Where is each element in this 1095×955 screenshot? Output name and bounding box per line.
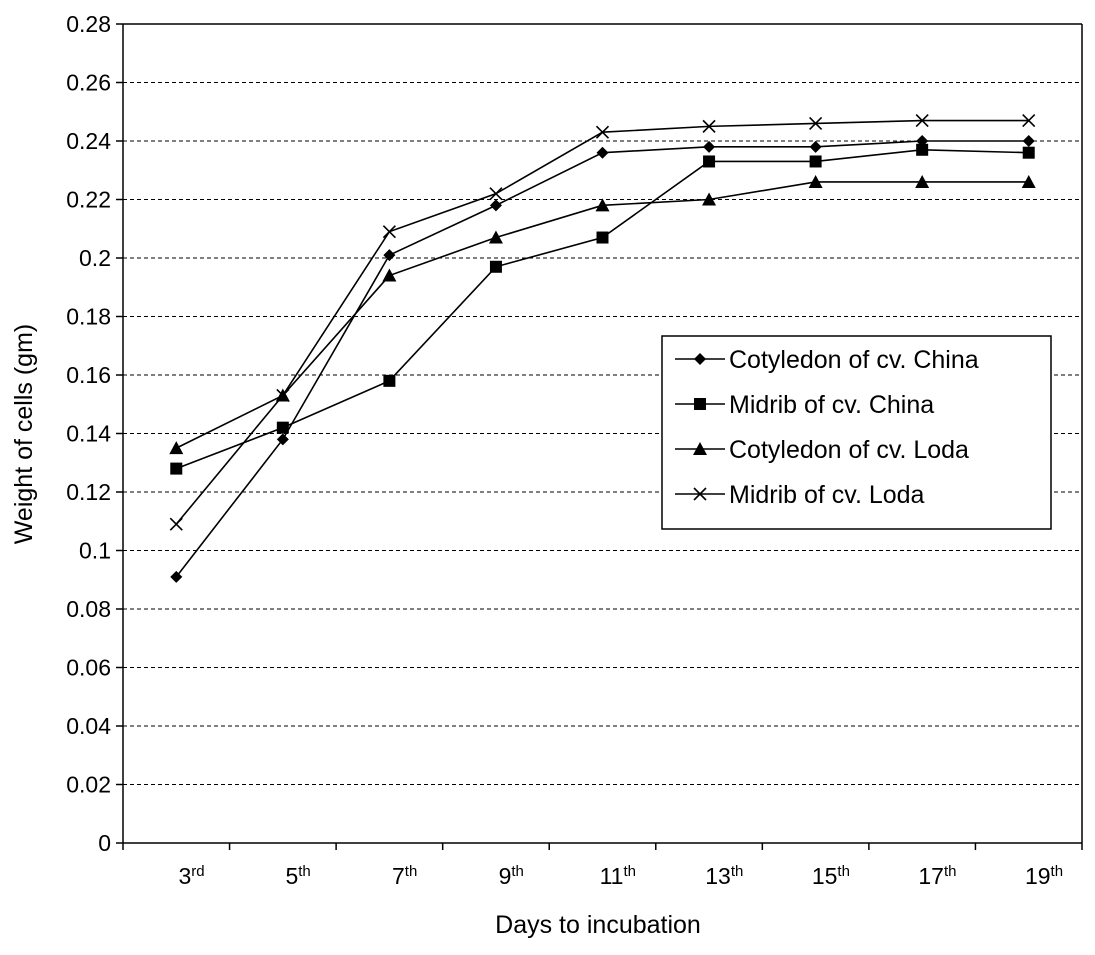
legend-marker-x: [693, 487, 707, 501]
x-tick-number: 5: [285, 863, 298, 889]
legend-label: Midrib of cv. Loda: [729, 481, 925, 509]
data-point-x: [595, 125, 610, 139]
data-point-triangle: [915, 174, 930, 188]
data-point-diamond: [170, 570, 183, 583]
data-point-triangle: [1021, 174, 1036, 188]
data-point-x: [382, 225, 396, 239]
legend-box: [661, 335, 1052, 530]
legend: Cotyledon of cv. China Midrib of cv. Chin…: [661, 335, 1052, 530]
x-tick-number: 19: [1025, 863, 1051, 889]
x-tick-suffix: th: [944, 863, 957, 880]
data-point-diamond: [809, 140, 822, 153]
data-point-x: [702, 119, 716, 133]
series-x: [169, 113, 1036, 531]
x-tick-label: 3rd: [178, 863, 204, 889]
series-diamond: [170, 135, 1035, 583]
x-tick-suffix: th: [511, 863, 524, 880]
y-tick-label: 0.06: [66, 655, 111, 681]
x-tick-suffix: th: [405, 863, 418, 880]
y-tick-label: 0.18: [66, 304, 111, 330]
x-tick-label: 9th: [499, 863, 524, 889]
data-point-triangle: [382, 268, 397, 282]
data-point-diamond: [383, 249, 396, 262]
legend-label: Cotyledon of cv. Loda: [729, 436, 969, 464]
y-tick-label: 0.1: [79, 538, 111, 564]
x-tick-label: 15th: [812, 863, 850, 889]
data-point-triangle: [169, 441, 184, 455]
x-tick-number: 13: [705, 863, 731, 889]
x-tick-label: 5th: [285, 863, 310, 889]
data-point-x: [489, 187, 503, 201]
data-point-triangle: [595, 198, 610, 212]
x-tick-number: 3: [178, 863, 191, 889]
x-tick-suffix: th: [623, 863, 636, 880]
data-point-triangle: [702, 192, 717, 206]
data-point-triangle: [808, 174, 823, 188]
data-point-x: [915, 113, 929, 128]
legend-label: Cotyledon of cv. China: [729, 346, 979, 374]
x-tick-suffix: th: [837, 863, 850, 880]
data-point-diamond: [1022, 135, 1035, 147]
x-tick-suffix: rd: [191, 863, 204, 880]
x-axis-title: Days to incubation: [495, 911, 701, 939]
x-tick-suffix: th: [298, 863, 311, 880]
data-point-diamond: [489, 199, 502, 212]
data-point-square: [383, 374, 396, 387]
y-tick-label: 0.24: [66, 128, 111, 154]
data-point-square: [703, 155, 716, 168]
data-point-square: [809, 155, 822, 168]
data-point-square: [1022, 146, 1035, 159]
x-tick-number: 9: [499, 863, 512, 889]
legend-label: Midrib of cv. China: [729, 391, 934, 419]
data-point-x: [1022, 113, 1036, 128]
y-tick-label: 0: [98, 830, 111, 856]
x-tick-label: 11th: [600, 863, 636, 889]
data-point-diamond: [703, 140, 716, 153]
y-tick-label: 0.02: [66, 772, 111, 798]
series-group: [169, 113, 1036, 583]
x-tick-label: 17th: [918, 863, 956, 889]
y-tick-label: 0.22: [66, 187, 111, 213]
data-point-x: [276, 388, 290, 403]
y-tick-label: 0.2: [79, 245, 111, 271]
data-point-square: [916, 143, 929, 156]
x-tick-label: 7th: [392, 863, 417, 889]
y-tick-label: 0.14: [66, 421, 111, 447]
x-ticks: 3rd 5th 7th 9th 11th 13th 15th 17th 19th: [122, 843, 1083, 889]
y-tick-label: 0.28: [66, 11, 111, 37]
y-axis-title: Weight of cells (gm): [10, 324, 38, 544]
data-point-square: [170, 462, 183, 475]
data-point-diamond: [596, 146, 609, 159]
y-tick-label: 0.26: [66, 70, 111, 96]
y-ticks: 0 0.02 0.04 0.06 0.08 0.1 0.12 0.14 0.16 0.18 0.2 0…: [66, 11, 123, 856]
x-tick-suffix: th: [1051, 863, 1064, 880]
x-tick-number: 11: [600, 863, 624, 889]
series-square: [170, 143, 1035, 475]
data-point-x: [809, 116, 823, 131]
data-point-diamond: [276, 433, 289, 446]
y-tick-label: 0.08: [66, 596, 111, 622]
data-point-x: [169, 517, 183, 531]
legend-marker-triangle: [693, 442, 707, 455]
x-tick-number: 17: [918, 863, 944, 889]
x-tick-number: 7: [392, 863, 405, 889]
data-point-square: [489, 260, 502, 273]
y-tick-label: 0.04: [66, 713, 111, 739]
data-point-triangle: [488, 230, 503, 244]
data-point-square: [276, 421, 289, 434]
legend-marker-square: [694, 398, 706, 410]
y-tick-label: 0.12: [66, 479, 111, 505]
x-tick-suffix: th: [731, 863, 744, 880]
x-tick-number: 15: [812, 863, 838, 889]
x-tick-label: 13th: [705, 863, 743, 889]
legend-marker-diamond: [694, 353, 706, 365]
data-point-square: [596, 231, 609, 244]
y-tick-label: 0.16: [66, 362, 111, 388]
x-tick-label: 19th: [1025, 863, 1063, 889]
